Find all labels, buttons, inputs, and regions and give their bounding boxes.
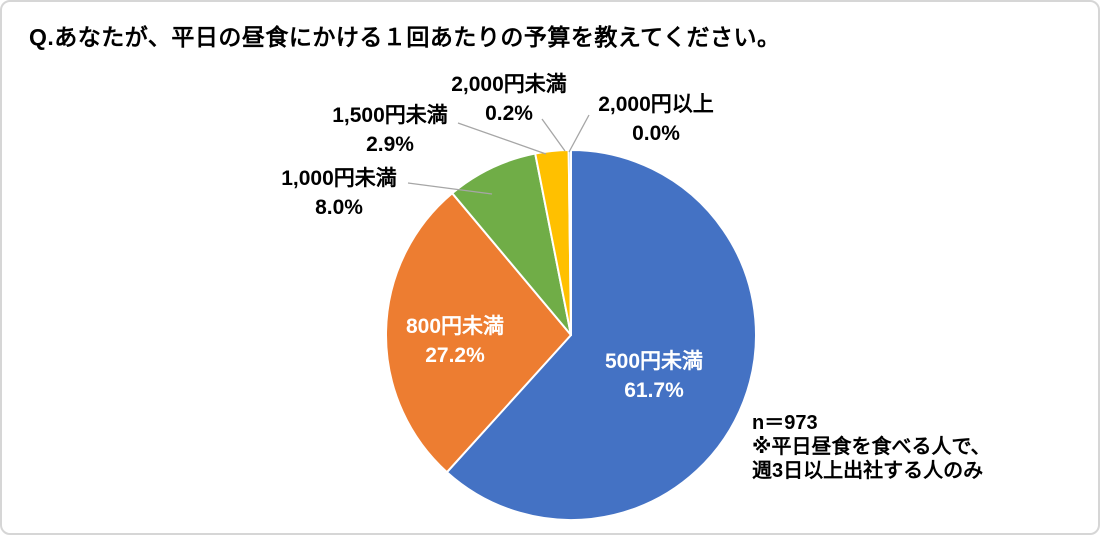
- leader-line-2: [407, 182, 493, 195]
- pie-slice-2: [451, 152, 572, 336]
- sample-note: n＝973 ※平日昼食を食べる人で、 週3日以上出社する人のみ: [752, 411, 991, 483]
- leader-line-5: [568, 114, 590, 153]
- sample-size: n＝973: [752, 412, 818, 434]
- note-filter-line-2: 週3日以上出社する人のみ: [752, 460, 984, 482]
- note-filter-line-1: ※平日昼食を食べる人で、: [752, 436, 991, 458]
- leader-line-3: [457, 122, 547, 155]
- chart-question-title: Q.あなたが、平日の昼食にかける１回あたりの予算を教えてください。: [29, 24, 781, 50]
- leader-line-4: [541, 118, 566, 152]
- pie-slice-1: [385, 192, 572, 474]
- pie-slice-0: [445, 149, 757, 521]
